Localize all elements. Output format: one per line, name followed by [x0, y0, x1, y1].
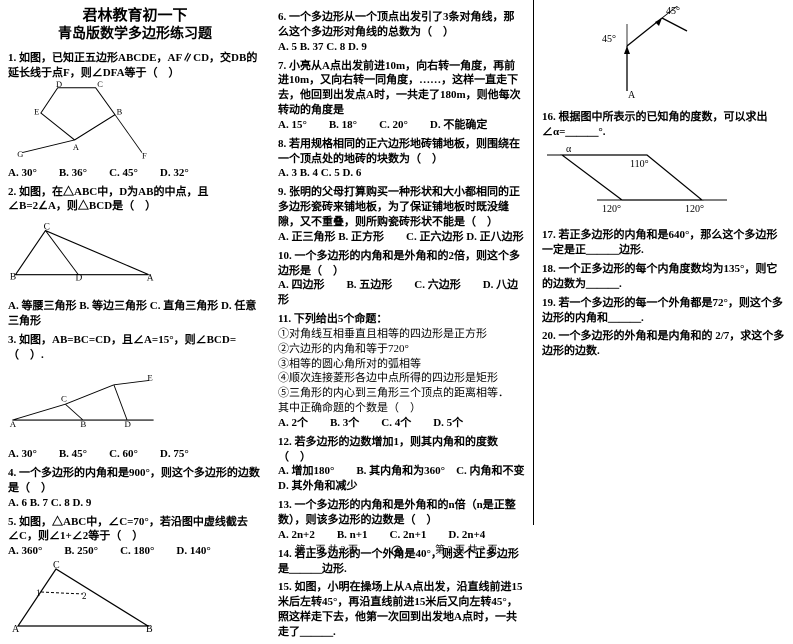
q18-stem: 18. 一个正多边形的每个内角度数均为135°，则它的边数为＿＿＿. [542, 263, 777, 290]
gear-icon [391, 545, 403, 557]
svg-text:F: F [142, 150, 147, 160]
svg-text:A: A [10, 420, 17, 430]
svg-text:E: E [34, 107, 39, 117]
q11-item4: ④顺次连接菱形各边中点所得的四边形是矩形 [278, 371, 525, 386]
column-3: 45° 45° A 16. 根据图中所表示的已知角的度数，可以求出∠α=＿＿＿°… [533, 0, 793, 525]
q19-stem: 19. 若一个多边形的每一个外角都是72°，则这个多边形的内角和＿＿＿. [542, 297, 783, 324]
question-18: 18. 一个正多边形的每个内角度数均为135°，则它的边数为＿＿＿. [542, 262, 785, 292]
question-8: 8. 若用规格相同的正六边形地砖铺地板，则围绕在一个顶点处的地砖的块数为（ ） [278, 137, 525, 167]
svg-text:B: B [80, 420, 86, 430]
q10-options: A. 四边形 B. 五边形 C. 六边形 D. 八边形 [278, 278, 525, 308]
question-17: 17. 若正多边形的内角和是640°，那么这个多边形一定是正＿＿＿边形. [542, 228, 785, 258]
question-3: 3. 如图，AB=BC=CD，且∠A=15°，则∠BCD=（ ）. [8, 333, 262, 363]
q15-stem: 15. 如图，小明在操场上从A点出发，沿直线前进15米后左转45°，再沿直线前进… [278, 581, 522, 638]
column-1: 君林教育初一下 青岛版数学多边形练习题 1. 如图，已知正五边形ABCDE，AF… [0, 0, 270, 525]
svg-text:45°: 45° [666, 6, 680, 17]
q5-figure: C 1 2 A B [8, 559, 158, 639]
svg-text:B: B [117, 107, 123, 117]
q11-item5: ⑤三角形的内心到三角形三个顶点的距离相等． [278, 386, 525, 401]
q11-item3: ③相等的圆心角所对的弧相等 [278, 357, 525, 372]
q11-item2: ②六边形的内角和等于720° [278, 342, 525, 357]
q11-options: A. 2个 B. 3个 C. 4个 D. 5个 [278, 416, 525, 431]
doc-title: 君林教育初一下 [8, 6, 262, 26]
q7-options: A. 15° B. 18° C. 20° D. 不能确定 [278, 118, 525, 133]
q5-stem: 5. 如图，△ABC中，∠C=70°，若沿图中虚线截去∠C，则∠1+∠2等于（ … [8, 516, 248, 543]
q2-stem: 2. 如图，在△ABC中，D为AB的中点，且∠B=2∠A，则△BCD是（ ） [8, 186, 208, 213]
q12-options: A. 增加180° B. 其内角和为360° C. 内角和不变 D. 其外角和减… [278, 464, 525, 494]
svg-text:D: D [76, 273, 83, 283]
svg-text:A: A [73, 142, 80, 152]
q10-stem: 10. 一个多边形的内角和是外角和的2倍，则这个多边形是（ ） [278, 250, 520, 277]
svg-text:120°: 120° [685, 204, 704, 215]
svg-text:120°: 120° [602, 204, 621, 215]
q16-stem: 16. 根据图中所表示的已知角的度数，可以求出∠α=＿＿＿°. [542, 111, 768, 138]
svg-text:C: C [61, 394, 67, 404]
svg-text:2: 2 [82, 591, 87, 601]
q1-figure: D C E B G A F [8, 81, 158, 161]
svg-text:B: B [10, 273, 16, 283]
question-19: 19. 若一个多边形的每一个外角都是72°，则这个多边形的内角和＿＿＿. [542, 296, 785, 326]
question-15: 15. 如图，小明在操场上从A点出发，沿直线前进15米后左转45°，再沿直线前进… [278, 580, 525, 639]
svg-text:D: D [56, 81, 62, 89]
question-7: 7. 小亮从A点出发前进10m，向右转一角度，再前进10m，又向右转一同角度，…… [278, 59, 525, 118]
question-1: 1. 如图，已知正五边形ABCDE，AF∥CD，交DB的延长线于点F，则∠DFA… [8, 51, 262, 81]
question-2: 2. 如图，在△ABC中，D为AB的中点，且∠B=2∠A，则△BCD是（ ） [8, 185, 262, 215]
q2-figure: C B D A [8, 214, 158, 294]
q3-options: A. 30° B. 45° C. 60° D. 75° [8, 447, 262, 462]
question-20: 20. 一个多边形的外角和是内角和的 2/7，求这个多边形的边数. [542, 329, 785, 359]
svg-text:E: E [147, 373, 152, 383]
q1-stem: 1. 如图，已知正五边形ABCDE，AF∥CD，交DB的延长线于点F，则∠DFA… [8, 52, 257, 79]
page-layout: 君林教育初一下 青岛版数学多边形练习题 1. 如图，已知正五边形ABCDE，AF… [0, 0, 793, 525]
question-12: 12. 若多边形的边数增加1，则其内角和的度数（ ） [278, 435, 525, 465]
q2-options: A. 等腰三角形 B. 等边三角形 C. 直角三角形 D. 任意三角形 [8, 299, 262, 329]
svg-text:A: A [628, 90, 636, 101]
q9-options: A. 正三角形 B. 正方形 C. 正六边形 D. 正八边形 [278, 230, 525, 245]
q11-tail: 其中正确命题的个数是（ ） [278, 401, 525, 416]
q4-stem: 4. 一个多边形的内角和是900°，则这个多边形的边数是（ ） [8, 467, 260, 494]
q20-stem: 20. 一个多边形的外角和是内角和的 2/7，求这个多边形的边数. [542, 330, 784, 357]
q3-stem: 3. 如图，AB=BC=CD，且∠A=15°，则∠BCD=（ ）. [8, 334, 236, 361]
q11-item1: ①对角线互相垂直且相等的四边形是正方形 [278, 327, 525, 342]
svg-text:C: C [97, 81, 103, 89]
question-10: 10. 一个多边形的内角和是外角和的2倍，则这个多边形是（ ） [278, 249, 525, 279]
svg-text:G: G [17, 149, 23, 159]
q1-options: A. 30° B. 36° C. 45° D. 32° [8, 166, 262, 181]
svg-text:45°: 45° [602, 34, 616, 45]
svg-text:C: C [44, 223, 50, 233]
svg-text:C: C [53, 560, 60, 571]
q17-stem: 17. 若正多边形的内角和是640°，那么这个多边形一定是正＿＿＿边形. [542, 229, 777, 256]
question-13: 13. 一个多边形的内角和是外角和的n倍（n是正整数），则该多边形的边数是（ ） [278, 498, 525, 528]
question-11: 11. 下列给出5个命题： [278, 312, 525, 327]
svg-text:A: A [12, 624, 20, 635]
svg-text:110°: 110° [630, 159, 649, 170]
question-4: 4. 一个多边形的内角和是900°，则这个多边形的边数是（ ） [8, 466, 262, 496]
q8-stem: 8. 若用规格相同的正六边形地砖铺地板，则围绕在一个顶点处的地砖的块数为（ ） [278, 138, 520, 165]
q15-figure: 45° 45° A [542, 6, 692, 101]
svg-text:1: 1 [36, 588, 41, 598]
footer-left: 第 1 页 共 2 页 [296, 545, 359, 556]
svg-text:D: D [124, 420, 131, 430]
column-2: 6. 一个多边形从一个顶点出发引了3条对角线，那么这个多边形对角线的总数为（ ）… [270, 0, 533, 525]
footer-right: 第 2 页 共 2 页 [435, 545, 498, 556]
svg-text:A: A [147, 273, 154, 283]
page-footer: 第 1 页 共 2 页 第 2 页 共 2 页 [0, 541, 793, 557]
question-5: 5. 如图，△ABC中，∠C=70°，若沿图中虚线截去∠C，则∠1+∠2等于（ … [8, 515, 262, 545]
question-16: 16. 根据图中所表示的已知角的度数，可以求出∠α=＿＿＿°. [542, 110, 785, 140]
question-9: 9. 张明的父母打算购买一种形状和大小都相同的正多边形瓷砖来铺地板，为了保证铺地… [278, 185, 525, 230]
doc-subtitle: 青岛版数学多边形练习题 [8, 26, 262, 45]
q13-stem: 13. 一个多边形的内角和是外角和的n倍（n是正整数），则该多边形的边数是（ ） [278, 499, 516, 526]
q6-stem: 6. 一个多边形从一个顶点出发引了3条对角线，那么这个多边形对角线的总数为（ ） [278, 11, 515, 38]
q16-figure: α 110° 120° 120° [542, 140, 742, 220]
q6-options: A. 5 B. 37 C. 8 D. 9 [278, 40, 525, 55]
q8-options: A. 3 B. 4 C. 5 D. 6 [278, 166, 525, 181]
svg-text:α: α [566, 144, 572, 155]
q7-stem: 7. 小亮从A点出发前进10m，向右转一角度，再前进10m，又向右转一同角度，…… [278, 60, 521, 117]
q12-stem: 12. 若多边形的边数增加1，则其内角和的度数（ ） [278, 436, 498, 463]
question-6: 6. 一个多边形从一个顶点出发引了3条对角线，那么这个多边形对角线的总数为（ ） [278, 10, 525, 40]
q4-options: A. 6 B. 7 C. 8 D. 9 [8, 496, 262, 511]
q9-stem: 9. 张明的父母打算购买一种形状和大小都相同的正多边形瓷砖来铺地板，为了保证铺地… [278, 186, 520, 228]
q3-figure: C E A B D [8, 362, 158, 442]
svg-text:B: B [146, 624, 153, 635]
q11-stem: 11. 下列给出5个命题： [278, 313, 387, 325]
